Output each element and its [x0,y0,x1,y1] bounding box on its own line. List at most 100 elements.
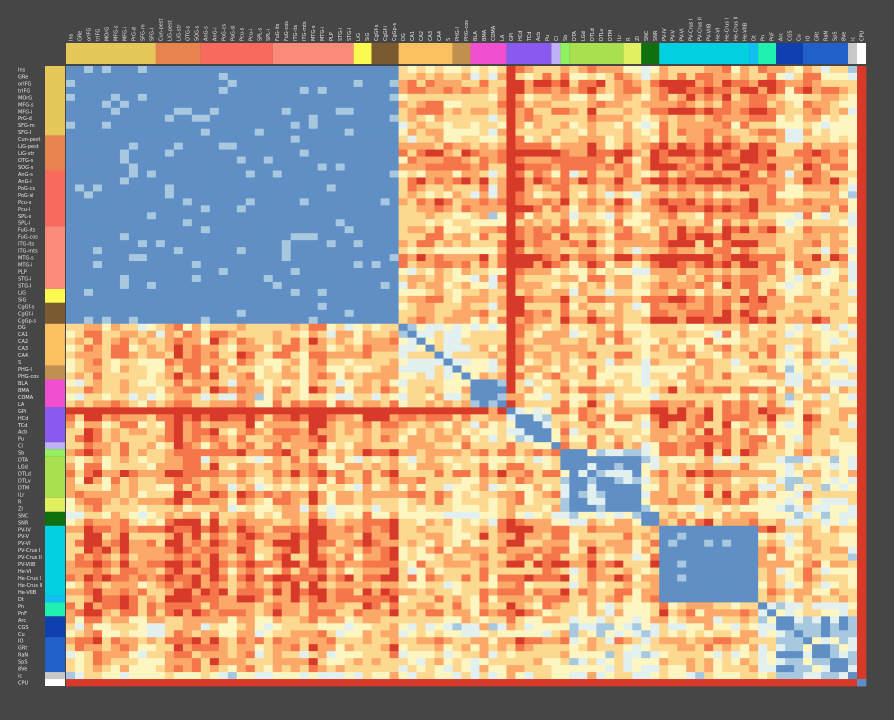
heatmap-cell [101,212,112,220]
heatmap-cell [650,66,660,74]
heatmap-cell [407,128,417,137]
heatmap-cell [551,254,561,262]
heatmap-cell [614,135,624,144]
heatmap-cell [776,254,786,262]
heatmap-cell [164,107,175,116]
heatmap-cell [263,365,274,373]
heatmap-cell [110,79,121,88]
heatmap-cell [641,414,651,422]
heatmap-cell [497,407,507,415]
heatmap-cell [722,261,732,269]
heatmap-cell [146,233,157,241]
heatmap-cell [407,316,417,325]
heatmap-cell [731,205,741,213]
heatmap-cell [605,66,615,74]
heatmap-cell [569,393,579,401]
heatmap-cell [191,393,202,401]
heatmap-cell [380,379,390,387]
heatmap-cell [209,107,220,116]
heatmap-cell [551,72,561,81]
heatmap-cell [488,79,498,88]
heatmap-cell [317,142,328,150]
heatmap-cell [326,135,337,144]
heatmap-cell [515,351,525,359]
heatmap-cell [443,414,453,422]
heatmap-cell [263,114,274,123]
heatmap-cell [119,288,130,297]
heatmap-cell [461,421,471,429]
heatmap-cell [173,247,184,255]
heatmap-cell [803,149,813,157]
heatmap-cell [551,358,561,366]
heatmap-cell [749,240,759,248]
heatmap-cell [362,93,373,102]
heatmap-cell [614,247,624,255]
heatmap-cell [731,163,741,171]
heatmap-cell [830,386,840,394]
heatmap-cell [128,449,139,457]
heatmap-cell [560,386,570,394]
heatmap-cell [272,365,283,373]
heatmap-cell [389,66,399,74]
heatmap-cell [137,268,148,276]
heatmap-cell [353,184,364,192]
heatmap-cell [497,170,507,178]
heatmap-cell [389,344,399,353]
heatmap-cell [66,79,76,88]
heatmap-cell [596,198,606,206]
heatmap-cell [605,309,615,318]
heatmap-cell [263,135,274,144]
heatmap-cell [641,240,651,248]
heatmap-cell [66,100,76,109]
heatmap-cell [425,274,435,283]
heatmap-cell [137,309,148,318]
heatmap-cell [605,240,615,248]
heatmap-cell [479,212,489,220]
heatmap-cell [470,254,480,262]
heatmap-cell [785,344,795,353]
heatmap-cell [66,407,76,415]
heatmap-cell [767,281,777,290]
heatmap-cell [362,358,373,366]
heatmap-cell [785,219,795,227]
heatmap-cell [704,435,714,443]
heatmap-cell [479,386,489,394]
heatmap-cell [695,128,705,137]
heatmap-cell [290,365,301,373]
heatmap-cell [776,428,786,436]
heatmap-cell [263,261,274,269]
heatmap-cell [749,121,759,130]
heatmap-cell [569,86,579,95]
heatmap-cell [479,261,489,269]
heatmap-cell [425,337,435,346]
heatmap-cell [389,170,399,178]
heatmap-cell [515,421,525,429]
heatmap-cell [695,79,705,88]
heatmap-cell [677,79,687,88]
heatmap-cell [722,128,732,137]
heatmap-cell [812,66,822,74]
heatmap-cell [182,379,193,387]
heatmap-cell [398,302,408,311]
heatmap-cell [605,393,615,401]
heatmap-cell [470,240,480,248]
heatmap-cell [776,184,786,192]
heatmap-cell [533,372,543,380]
heatmap-cell [731,142,741,150]
heatmap-cell [848,198,858,206]
heatmap-cell [362,254,373,262]
heatmap-cell [767,142,777,150]
heatmap-cell [578,247,588,255]
heatmap-cell [92,428,103,436]
heatmap-cell [749,128,759,137]
heatmap-cell [659,198,669,206]
heatmap-cell [398,295,408,304]
heatmap-cell [506,156,516,164]
heatmap-cell [596,337,606,346]
heatmap-cell [659,240,669,248]
heatmap-cell [515,219,525,227]
heatmap-cell [470,205,480,213]
heatmap-cell [146,149,157,157]
heatmap-cell [767,219,777,227]
heatmap-cell [362,121,373,130]
